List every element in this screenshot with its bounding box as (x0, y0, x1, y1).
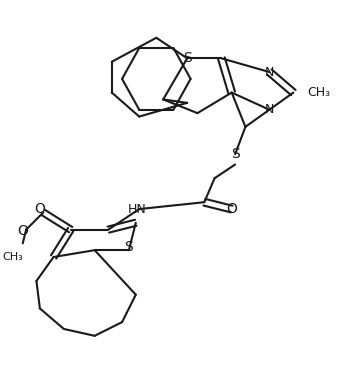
Text: S: S (125, 240, 133, 254)
Text: N: N (265, 103, 274, 116)
Text: O: O (35, 202, 45, 216)
Text: O: O (226, 202, 237, 216)
Text: S: S (231, 147, 239, 161)
Text: CH₃: CH₃ (307, 86, 330, 99)
Text: HN: HN (128, 202, 147, 216)
Text: CH₃: CH₃ (2, 252, 23, 262)
Text: O: O (17, 224, 28, 238)
Text: N: N (265, 66, 274, 78)
Text: S: S (183, 51, 192, 65)
